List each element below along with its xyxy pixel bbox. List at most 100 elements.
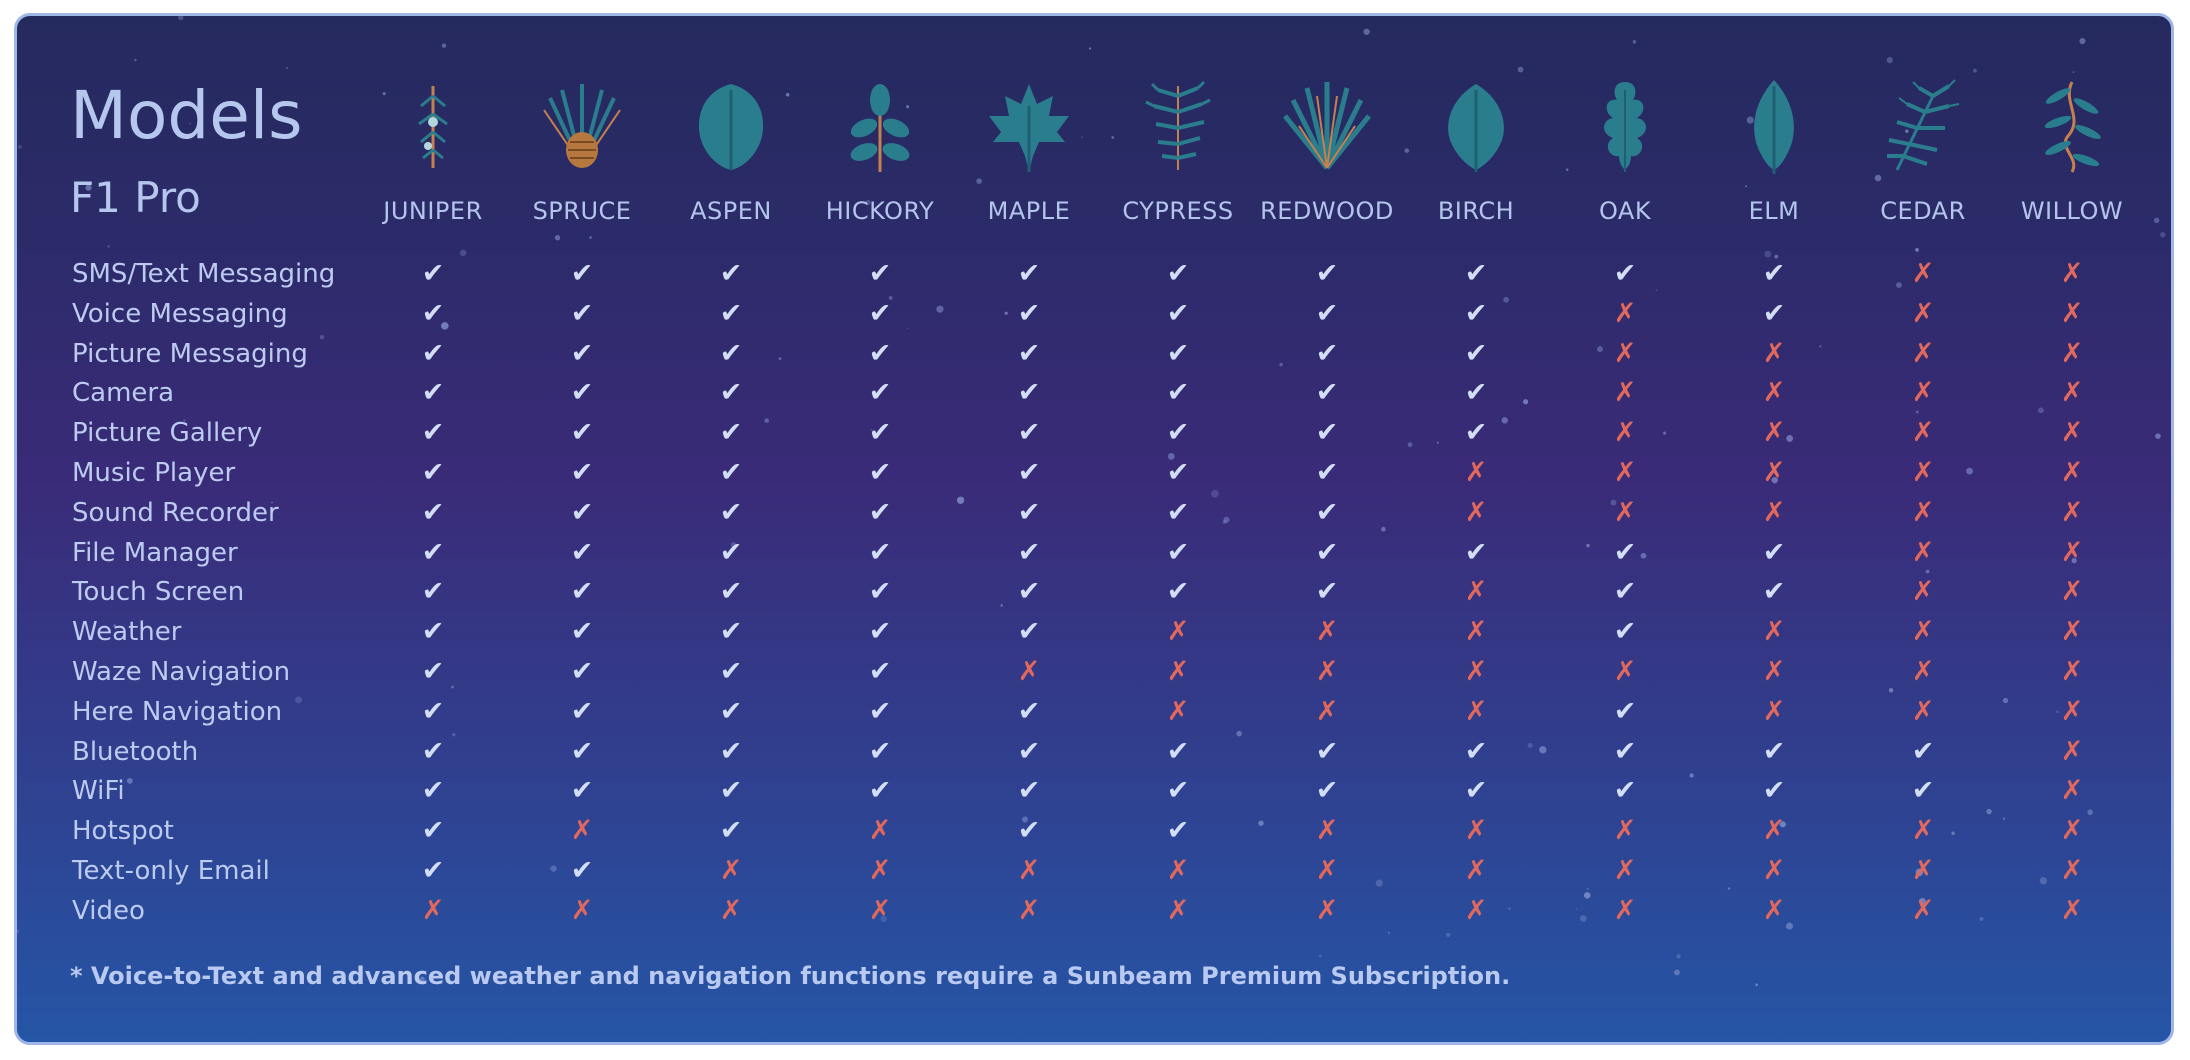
check-icon: ✔ bbox=[421, 258, 445, 289]
check-icon: ✔ bbox=[570, 417, 594, 448]
star bbox=[1674, 969, 1680, 976]
cross-icon: ✗ bbox=[1613, 656, 1637, 687]
star bbox=[134, 59, 137, 62]
check-icon: ✔ bbox=[421, 377, 445, 408]
check-icon: ✔ bbox=[570, 457, 594, 488]
star bbox=[1596, 346, 1603, 353]
cross-icon: ✗ bbox=[2060, 775, 2084, 806]
cross-icon: ✗ bbox=[2060, 616, 2084, 647]
star bbox=[319, 335, 325, 340]
check-icon: ✔ bbox=[1464, 736, 1488, 767]
check-icon: ✔ bbox=[719, 696, 743, 727]
check-icon: ✔ bbox=[1464, 338, 1488, 369]
star bbox=[1886, 57, 1893, 64]
star bbox=[2087, 809, 2093, 816]
model-column-juniper: JUNIPER bbox=[363, 76, 503, 226]
feature-label: Music Player bbox=[72, 458, 236, 488]
oak-leaf-icon bbox=[1555, 76, 1695, 176]
check-icon: ✔ bbox=[1315, 377, 1339, 408]
star bbox=[1915, 247, 1919, 252]
model-name: SPRUCE bbox=[532, 197, 632, 225]
star bbox=[441, 43, 447, 48]
star bbox=[1318, 954, 1322, 958]
model-column-hickory: HICKORY bbox=[810, 76, 950, 226]
star bbox=[1000, 604, 1003, 607]
check-icon: ✔ bbox=[570, 298, 594, 329]
cross-icon: ✗ bbox=[2060, 815, 2084, 846]
star bbox=[1663, 431, 1667, 435]
check-icon: ✔ bbox=[719, 497, 743, 528]
check-icon: ✔ bbox=[421, 576, 445, 607]
star bbox=[906, 105, 910, 109]
check-icon: ✔ bbox=[1613, 775, 1637, 806]
check-icon: ✔ bbox=[570, 576, 594, 607]
cross-icon: ✗ bbox=[1911, 696, 1935, 727]
cross-icon: ✗ bbox=[1613, 895, 1637, 926]
check-icon: ✔ bbox=[868, 775, 892, 806]
check-icon: ✔ bbox=[1017, 815, 1041, 846]
star bbox=[906, 327, 909, 330]
check-icon: ✔ bbox=[868, 576, 892, 607]
page-title: Models bbox=[70, 77, 303, 154]
check-icon: ✔ bbox=[570, 775, 594, 806]
check-icon: ✔ bbox=[1166, 298, 1190, 329]
check-icon: ✔ bbox=[421, 616, 445, 647]
model-name: ASPEN bbox=[690, 197, 772, 225]
check-icon: ✔ bbox=[1315, 457, 1339, 488]
star bbox=[1407, 442, 1413, 448]
star bbox=[554, 235, 561, 241]
star bbox=[295, 696, 303, 704]
star bbox=[183, 419, 186, 422]
check-icon: ✔ bbox=[421, 696, 445, 727]
cross-icon: ✗ bbox=[868, 855, 892, 886]
cross-icon: ✗ bbox=[1762, 656, 1786, 687]
check-icon: ✔ bbox=[421, 656, 445, 687]
star bbox=[1517, 66, 1524, 73]
check-icon: ✔ bbox=[421, 537, 445, 568]
star bbox=[2160, 232, 2166, 238]
cross-icon: ✗ bbox=[1911, 497, 1935, 528]
cross-icon: ✗ bbox=[2060, 417, 2084, 448]
model-name: OAK bbox=[1598, 197, 1652, 225]
cross-icon: ✗ bbox=[1315, 895, 1339, 926]
cross-icon: ✗ bbox=[2060, 736, 2084, 767]
star bbox=[785, 92, 790, 97]
star bbox=[1727, 887, 1730, 890]
check-icon: ✔ bbox=[1613, 616, 1637, 647]
cross-icon: ✗ bbox=[1166, 895, 1190, 926]
star bbox=[2079, 37, 2086, 45]
star bbox=[1523, 399, 1529, 405]
check-icon: ✔ bbox=[570, 656, 594, 687]
cross-icon: ✗ bbox=[570, 895, 594, 926]
star bbox=[1818, 345, 1822, 348]
cross-icon: ✗ bbox=[1911, 457, 1935, 488]
check-icon: ✔ bbox=[421, 736, 445, 767]
cross-icon: ✗ bbox=[1315, 815, 1339, 846]
cross-icon: ✗ bbox=[2060, 895, 2084, 926]
check-icon: ✔ bbox=[1315, 736, 1339, 767]
check-icon: ✔ bbox=[421, 417, 445, 448]
model-name: WILLOW bbox=[2020, 197, 2124, 225]
check-icon: ✔ bbox=[1017, 298, 1041, 329]
model-name: JUNIPER bbox=[383, 197, 483, 225]
check-icon: ✔ bbox=[1613, 696, 1637, 727]
star bbox=[1508, 907, 1511, 910]
check-icon: ✔ bbox=[868, 656, 892, 687]
star bbox=[271, 501, 273, 504]
check-icon: ✔ bbox=[1017, 537, 1041, 568]
check-icon: ✔ bbox=[1166, 736, 1190, 767]
check-icon: ✔ bbox=[1166, 537, 1190, 568]
check-icon: ✔ bbox=[719, 298, 743, 329]
cross-icon: ✗ bbox=[2060, 377, 2084, 408]
check-icon: ✔ bbox=[719, 656, 743, 687]
check-icon: ✔ bbox=[1613, 537, 1637, 568]
star bbox=[17, 929, 19, 934]
star bbox=[2155, 433, 2161, 439]
star bbox=[870, 428, 873, 431]
star bbox=[778, 357, 782, 360]
check-icon: ✔ bbox=[570, 497, 594, 528]
check-icon: ✔ bbox=[1464, 258, 1488, 289]
cross-icon: ✗ bbox=[2060, 537, 2084, 568]
check-icon: ✔ bbox=[1017, 417, 1041, 448]
cross-icon: ✗ bbox=[1464, 616, 1488, 647]
